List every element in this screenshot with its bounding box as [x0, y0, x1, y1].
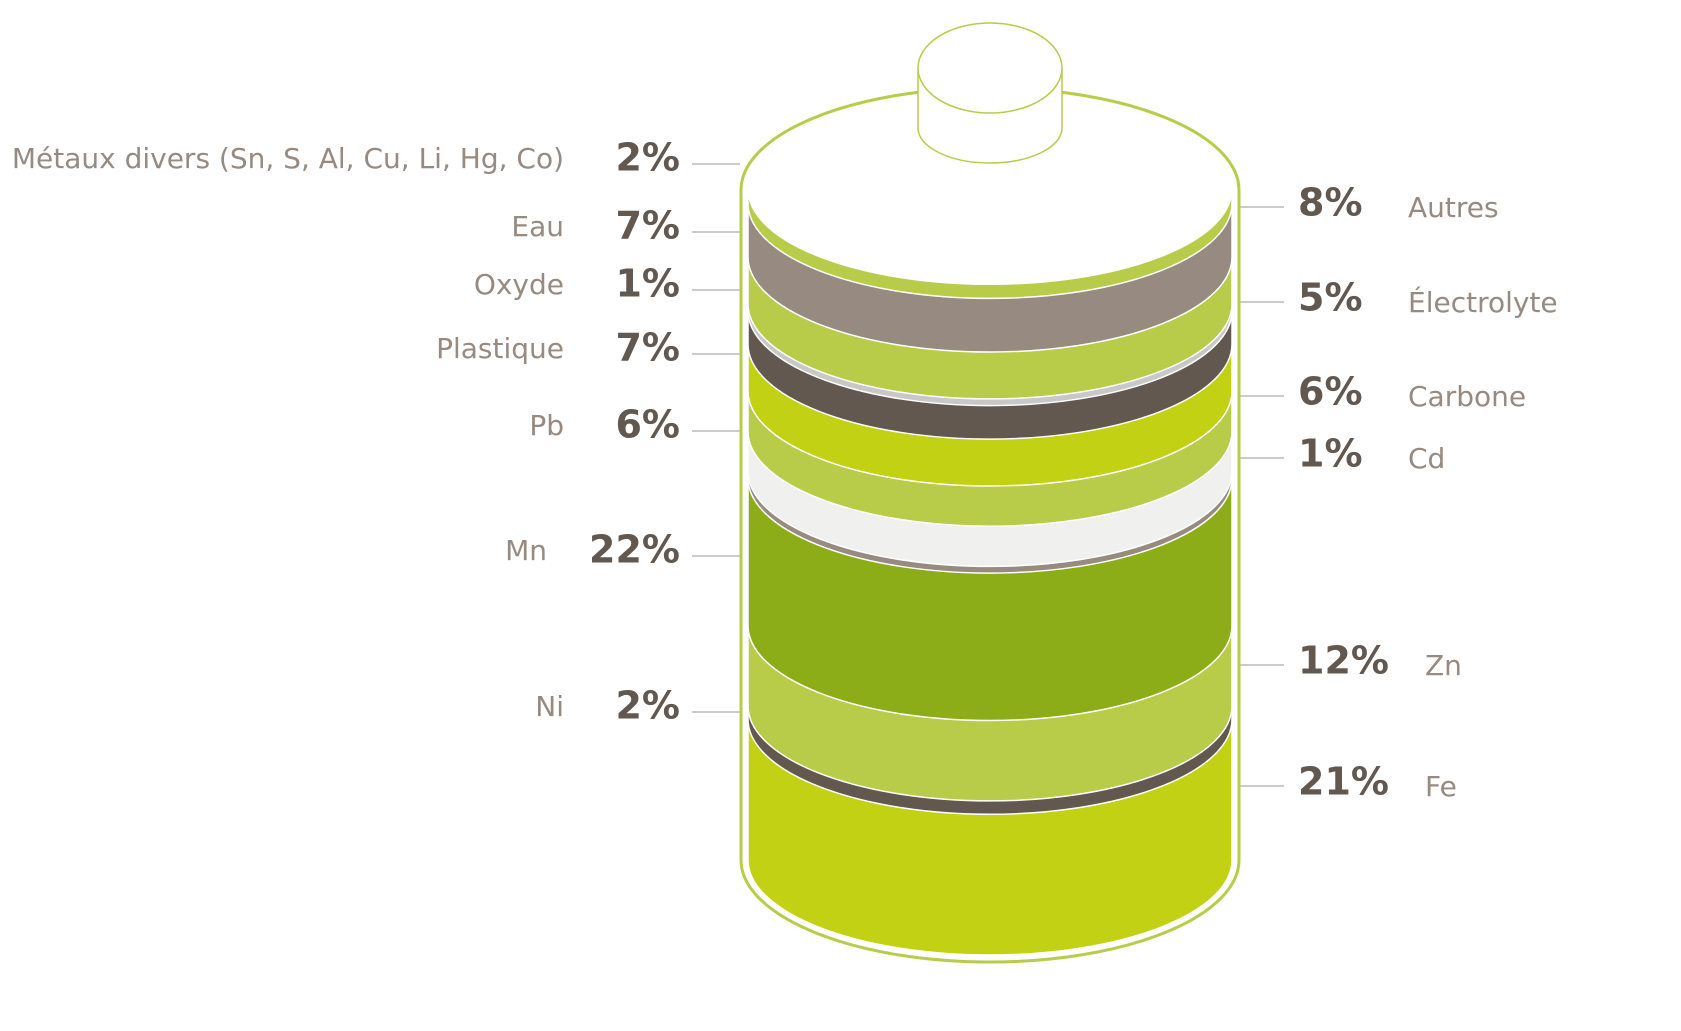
terminal-top — [917, 22, 1063, 114]
category-label: Mn — [505, 534, 547, 567]
percent-label: 5% — [1298, 276, 1363, 320]
category-label: Électrolyte — [1408, 285, 1558, 319]
category-label: Eau — [511, 210, 564, 243]
category-label: Pb — [529, 409, 564, 442]
category-label: Oxyde — [474, 268, 564, 301]
category-label: Plastique — [436, 332, 564, 365]
percent-label: 8% — [1298, 181, 1363, 225]
category-label: Métaux divers (Sn, S, Al, Cu, Li, Hg, Co… — [12, 142, 564, 175]
category-label: Carbone — [1408, 380, 1526, 413]
percent-label: 7% — [615, 204, 680, 248]
percent-label: 1% — [615, 262, 680, 306]
percent-label: 2% — [615, 136, 680, 180]
percent-label: 2% — [615, 684, 680, 728]
percent-label: 22% — [589, 528, 680, 572]
category-label: Cd — [1408, 442, 1445, 475]
category-label: Autres — [1408, 191, 1499, 224]
percent-label: 6% — [1298, 370, 1363, 414]
percent-label: 7% — [615, 326, 680, 370]
category-label: Ni — [535, 690, 564, 723]
percent-label: 1% — [1298, 432, 1363, 476]
battery — [739, 22, 1241, 964]
labels: 2% Métaux divers (Sn, S, Al, Cu, Li, Hg, … — [12, 136, 1558, 804]
percent-label: 12% — [1298, 639, 1389, 683]
percent-label: 21% — [1298, 760, 1389, 804]
percent-label: 6% — [615, 403, 680, 447]
category-label: Zn — [1425, 649, 1462, 682]
category-label: Fe — [1425, 770, 1457, 803]
